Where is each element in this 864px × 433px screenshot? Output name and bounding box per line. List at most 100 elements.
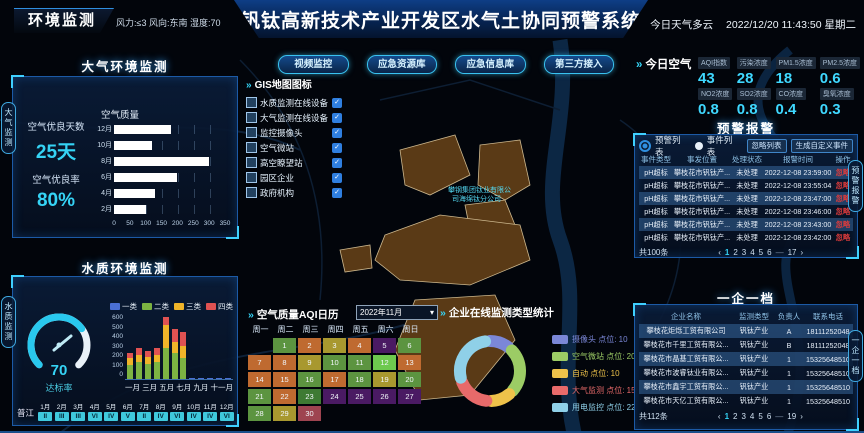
create-custom-event-button[interactable]: 生成自定义事件 [790,138,853,153]
page-number[interactable]: 3 [741,412,746,421]
layer-checkbox[interactable]: ✓ [332,157,342,168]
page-number[interactable]: 1 [724,412,730,421]
page-number[interactable]: 3 [741,248,747,257]
layer-item[interactable]: 空气微站 ✓ [246,140,342,155]
pager-prev[interactable]: ‹ [718,248,721,257]
table-row[interactable]: 攀枝花炬烁工贸有限公司 钒钛产业 A 18111252048 [639,324,853,338]
calendar-day[interactable]: 12 [373,355,396,370]
calendar-day[interactable]: 23 [298,389,321,404]
calendar-day[interactable]: 29 [273,406,296,421]
layer-item[interactable]: 高空瞭望站 ✓ [246,155,342,170]
layer-checkbox[interactable]: ✓ [332,172,342,183]
table-row[interactable]: pH超标 攀枝花市钒钛产... 未处理 2022-12-08 23:46:00 忽略 [639,205,853,218]
tab-enterprise[interactable]: 一企一档 [848,330,863,382]
calendar-day[interactable]: 28 [248,406,271,421]
layer-checkbox[interactable]: ✓ [332,97,342,108]
calendar-day[interactable]: 15 [273,372,296,387]
month-cell: 10月 IV [186,401,203,421]
page-number[interactable]: 2 [733,248,738,257]
table-cell[interactable]: 忽略 [835,232,851,242]
nav-button[interactable]: 应急信息库 [455,55,526,74]
layer-item[interactable]: 监控摄像头 ✓ [246,125,342,140]
calendar-day[interactable]: 26 [373,389,396,404]
table-row[interactable]: 攀枝花市千里工贸有限公... 钒钛产业 B 18111252048 [639,338,853,352]
month-cell: 9月 VI [169,401,186,421]
calendar-day[interactable]: 20 [398,372,421,387]
page-number[interactable]: 4 [749,412,755,421]
calendar-day[interactable]: 5 [373,338,396,353]
calendar-day[interactable]: 13 [398,355,421,370]
nav-button[interactable]: 视频监控 [278,55,349,74]
calendar-day[interactable]: 19 [373,372,396,387]
layer-checkbox[interactable]: ✓ [332,187,342,198]
table-cell: pH超标 [644,232,668,242]
table-row[interactable]: pH超标 攀枝花市钒钛产... 未处理 2022-12-08 23:55:04 忽略 [639,179,853,192]
quality-chip: III [71,412,86,421]
layer-checkbox[interactable]: ✓ [332,127,342,138]
calendar-day[interactable]: 10 [323,355,346,370]
page-number[interactable]: 17 [787,248,797,257]
page-number[interactable]: 6 [767,248,772,257]
layer-checkbox[interactable]: ✓ [332,142,342,153]
nav-button[interactable]: 应急资源库 [366,55,437,74]
page-number[interactable]: 1 [724,248,730,257]
calendar-day[interactable]: 21 [248,389,271,404]
bar-segment [144,357,151,364]
calendar-day[interactable]: 22 [273,389,296,404]
table-row[interactable]: 攀枝花市晶基工贸有限公... 钒钛产业 1 15325648510 [639,352,853,366]
layer-item[interactable]: 政府机构 ✓ [246,185,342,200]
page-number[interactable]: 19 [787,412,797,421]
calendar-day[interactable]: 3 [323,338,346,353]
table-row[interactable]: 攀枝花市波睿钛业有限公... 钒钛产业 1 15325648510 [639,366,853,380]
pager-next[interactable]: › [800,248,804,257]
pager-prev[interactable]: ‹ [717,412,721,421]
page-number[interactable]: 5 [758,248,764,257]
calendar-day[interactable]: 9 [298,355,321,370]
table-cell[interactable]: 忽略 [835,219,851,229]
table-row[interactable]: pH超标 攀枝花市钒钛产... 未处理 2022-12-08 23:59:00 忽略 [639,166,853,179]
calendar-day[interactable]: 7 [248,355,271,370]
tab-air-monitoring[interactable]: 大气监测 [1,102,16,154]
page-number[interactable]: 2 [733,412,738,421]
calendar-day[interactable]: 25 [348,389,371,404]
calendar-day[interactable]: 18 [348,372,371,387]
calendar-day[interactable]: 24 [323,389,346,404]
table-row[interactable]: pH超标 攀枝花市钒钛产... 未处理 2022-12-08 23:47:00 忽略 [639,192,853,205]
radio-event-list[interactable] [694,141,703,150]
layer-item[interactable]: 水质监测在线设备 ✓ [246,95,342,110]
calendar-day[interactable]: 11 [348,355,371,370]
table-row[interactable]: 攀枝花市天亿工贸有限公... 钒钛产业 1 15325648510 [639,394,853,408]
radio-event-label[interactable]: 事件列表 [706,134,733,157]
calendar-day[interactable]: 17 [323,372,346,387]
donut-slice[interactable] [448,329,532,413]
page-number[interactable]: 5 [758,412,763,421]
ignore-list-button[interactable]: 忽略列表 [746,138,787,153]
pager-next[interactable]: › [800,412,803,421]
calendar-day[interactable]: 30 [298,406,321,421]
month-select[interactable]: 2022年11月 ▾ [356,305,438,320]
weekday-row: 周一 周二 周三 周四 周五 周六 周日 [248,324,438,335]
calendar-day[interactable]: 4 [348,338,371,353]
calendar-day[interactable]: 27 [398,389,421,404]
tab-alarm[interactable]: 预警报警 [848,160,863,212]
calendar-day[interactable]: 6 [398,338,421,353]
page-number[interactable]: 4 [750,248,755,257]
calendar-day[interactable]: 1 [273,338,296,353]
layer-checkbox[interactable]: ✓ [332,112,342,123]
table-row[interactable]: pH超标 攀枝花市钒钛产... 未处理 2022-12-08 23:43:00 忽略 [639,218,853,231]
table-row[interactable]: pH超标 攀枝花市钒钛产... 未处理 2022-12-08 23:42:00 忽略 [639,231,853,244]
page-number[interactable]: 6 [766,412,772,421]
calendar-day[interactable]: 14 [248,372,271,387]
tab-water-monitoring[interactable]: 水质监测 [1,296,16,348]
calendar-day[interactable]: 2 [298,338,321,353]
radio-warning-list[interactable] [639,139,651,152]
table-row[interactable]: 攀枝花市鑫宇工贸有限公... 钒钛产业 1 15325648510 [639,380,853,394]
layer-item[interactable]: 园区企业 ✓ [246,170,342,185]
donut-slice[interactable] [454,334,526,407]
donut-slice[interactable] [454,335,526,407]
radio-warning-label[interactable]: 预警列表 [655,134,681,157]
nav-button[interactable]: 第三方接入 [543,55,614,74]
calendar-day[interactable]: 8 [273,355,296,370]
layer-item[interactable]: 大气监测在线设备 ✓ [246,110,342,125]
calendar-day[interactable]: 16 [298,372,321,387]
